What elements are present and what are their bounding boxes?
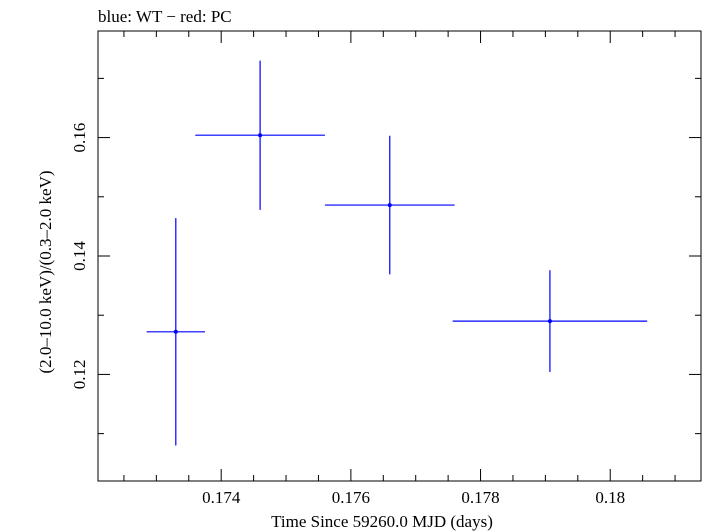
data-points (146, 60, 648, 446)
y-tick-label: 0.12 (70, 360, 89, 390)
axis-tick-labels: 0.174 0.176 0.178 0.18 0.12 0.14 0.16 (70, 123, 625, 507)
plot-frame (97, 30, 702, 482)
chart-title: blue: WT − red: PC (98, 7, 232, 26)
point-marker (387, 203, 392, 208)
x-tick-label: 0.174 (202, 488, 241, 507)
y-tick-label: 0.14 (70, 241, 89, 271)
x-tick-label: 0.178 (461, 488, 499, 507)
x-tick-label: 0.18 (595, 488, 625, 507)
point-marker (258, 133, 263, 138)
data-point (195, 60, 325, 210)
axis-ticks (98, 31, 701, 481)
y-tick-label: 0.16 (70, 123, 89, 153)
data-point (324, 135, 455, 275)
y-axis-label: (2.0–10.0 keV)/(0.3–2.0 keV) (36, 170, 55, 373)
data-point (452, 270, 648, 373)
x-axis-label: Time Since 59260.0 MJD (days) (271, 512, 493, 531)
data-point (146, 218, 205, 446)
point-marker (547, 319, 552, 324)
x-tick-label: 0.176 (332, 488, 370, 507)
point-marker (173, 329, 178, 334)
